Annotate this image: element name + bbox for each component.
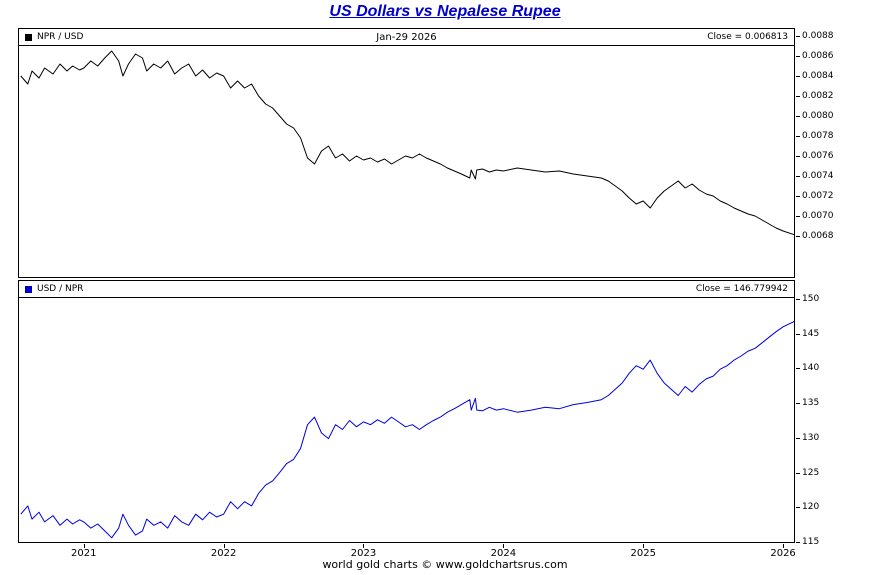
y-axis-label: 140: [802, 363, 820, 374]
y-axis-tick: [796, 507, 800, 509]
y-axis-tick: [796, 216, 800, 217]
y-axis-label: 0.0076: [802, 151, 834, 161]
y-axis-label: 0.0086: [802, 51, 834, 61]
usd-npr-close-label: Close = 146.779942: [695, 284, 788, 294]
y-axis-tick: [796, 437, 800, 439]
x-axis-tick: [223, 544, 225, 548]
npr-usd-panel-header: Jan-29 2026 NPR / USD Close = 0.006813: [19, 29, 794, 46]
y-axis-tick: [796, 299, 800, 301]
y-axis-tick: [796, 403, 800, 405]
y-axis-label: 0.0084: [802, 71, 834, 81]
y-axis-tick: [796, 76, 800, 77]
y-axis-label: 145: [802, 328, 820, 339]
npr-usd-legend-label: NPR / USD: [37, 32, 84, 42]
y-axis-label: 115: [802, 537, 820, 547]
y-axis-label: 0.0088: [802, 31, 834, 41]
y-axis-label: 0.0068: [802, 231, 834, 241]
npr-usd-chart: [20, 50, 794, 236]
usd-npr-panel: USD / NPR Close = 146.779942: [18, 280, 795, 543]
usd-npr-chart: [20, 320, 794, 539]
y-axis-label: 0.0072: [802, 191, 834, 201]
y-axis-tick: [796, 333, 800, 335]
page-title: US Dollars vs Nepalese Rupee: [329, 3, 561, 20]
usd-npr-panel-header: USD / NPR Close = 146.779942: [19, 281, 794, 298]
x-axis-label: 2026: [770, 548, 796, 559]
x-axis-label: 2024: [490, 548, 517, 559]
y-axis-label: 120: [802, 502, 820, 513]
y-axis-tick: [796, 472, 800, 474]
y-axis-tick: [796, 156, 800, 157]
npr-usd-legend: NPR / USD: [25, 32, 83, 42]
y-axis-tick: [796, 56, 800, 57]
x-axis-label: 2023: [350, 548, 377, 559]
npr-usd-close-label: Close = 0.006813: [707, 32, 788, 42]
y-axis-label: 0.0082: [802, 91, 834, 101]
npr-usd-panel: Jan-29 2026 NPR / USD Close = 0.006813: [18, 28, 795, 278]
series-line: [20, 50, 794, 236]
y-axis-label: 130: [802, 432, 820, 443]
y-axis-tick: [796, 116, 800, 117]
usd-npr-legend-swatch-icon: [25, 285, 32, 293]
chart-date-label: Jan-29 2026: [376, 31, 437, 43]
x-axis-tick: [643, 544, 645, 548]
y-axis-label: 0.0070: [802, 211, 834, 221]
x-axis-label: 2021: [71, 548, 97, 559]
y-axis-label: 0.0080: [802, 111, 834, 121]
x-axis-tick: [83, 544, 85, 548]
y-axis-label: 0.0074: [802, 171, 834, 181]
y-axis-tick: [796, 368, 800, 370]
x-axis-label: 2022: [210, 548, 237, 559]
y-axis-tick: [796, 36, 800, 37]
y-axis-tick: [796, 136, 800, 137]
y-axis-label: 0.0078: [802, 131, 834, 141]
y-axis-tick: [796, 196, 800, 197]
y-axis-tick: [796, 542, 800, 543]
y-axis-tick: [796, 236, 800, 237]
x-axis-tick: [363, 544, 365, 548]
y-axis-tick: [796, 96, 800, 97]
y-axis-label: 125: [802, 467, 820, 478]
series-line: [20, 320, 794, 539]
footer-credit: world gold charts © www.goldchartsrus.co…: [322, 558, 568, 571]
npr-usd-legend-swatch-icon: [25, 33, 32, 41]
usd-npr-legend-label: USD / NPR: [37, 284, 84, 294]
y-axis-label: 150: [802, 294, 820, 305]
usd-npr-legend: USD / NPR: [25, 284, 83, 294]
x-axis-label: 2025: [630, 548, 656, 559]
y-axis-tick: [796, 176, 800, 177]
x-axis-tick: [783, 544, 785, 548]
x-axis-tick: [503, 544, 505, 548]
y-axis-label: 135: [802, 398, 820, 409]
